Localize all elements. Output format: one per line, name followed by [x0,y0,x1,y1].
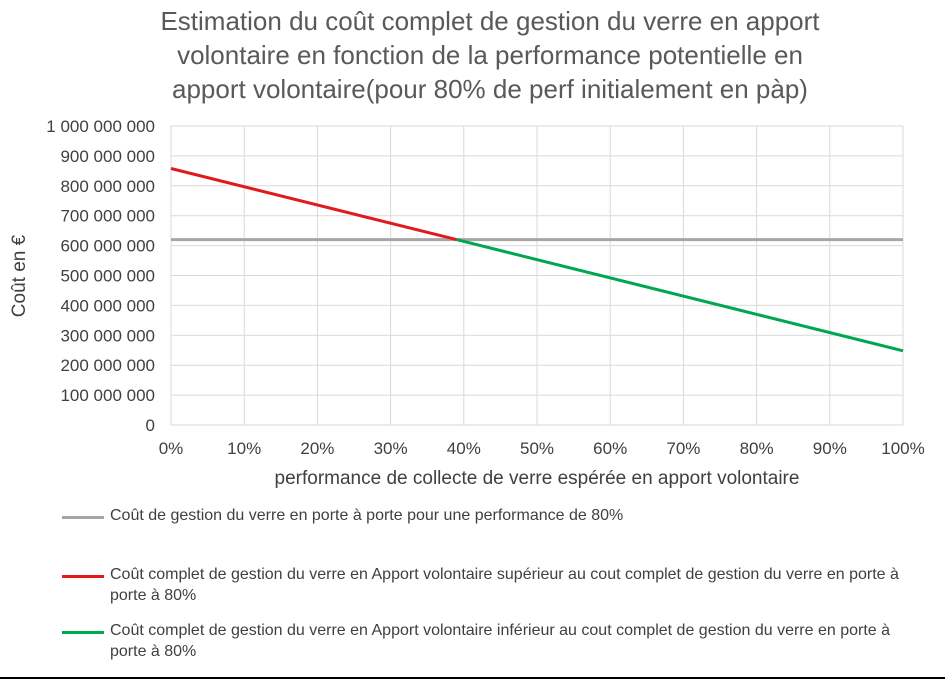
y-tick-label: 0 [146,416,155,435]
y-tick-label: 400 000 000 [60,296,155,315]
y-tick-label: 300 000 000 [60,326,155,345]
y-tick-label: 900 000 000 [60,147,155,166]
y-axis-ticks: 0 100 000 000 200 000 000 300 000 000 400 00… [46,117,155,435]
line-chart: 0 100 000 000 200 000 000 300 000 000 400 00… [9,117,925,489]
series-line-av-superieur [170,167,457,242]
x-tick-label: 100% [881,439,924,458]
gridlines [170,125,904,426]
series-line-av-inferieur [456,238,904,353]
legend-swatch-green [62,631,104,634]
legend-item-red: Coût complet de gestion du verre en Appo… [62,564,922,606]
legend-swatch-red [62,575,104,578]
chart-title: Estimation du coût complet de gestion du… [160,6,820,104]
x-tick-label: 90% [813,439,847,458]
x-axis-title: performance de collecte de verre espérée… [275,468,800,489]
legend-swatch-gray [62,516,104,519]
legend-label-green: Coût complet de gestion du verre en Appo… [110,622,891,660]
x-tick-label: 70% [666,439,700,458]
y-axis-title: Coût en € [9,234,30,317]
y-tick-label: 700 000 000 [60,207,155,226]
x-tick-label: 20% [300,439,334,458]
y-tick-label: 100 000 000 [60,386,155,405]
legend-label-red: Coût complet de gestion du verre en Appo… [110,566,899,604]
bottom-border [0,677,945,679]
y-tick-label: 600 000 000 [60,237,155,256]
x-tick-label: 60% [593,439,627,458]
x-tick-label: 10% [227,439,261,458]
legend-item-green: Coût complet de gestion du verre en Appo… [62,620,922,662]
y-tick-label: 1 000 000 000 [46,117,155,136]
x-tick-label: 30% [374,439,408,458]
x-tick-label: 40% [447,439,481,458]
y-tick-label: 500 000 000 [60,267,155,286]
x-tick-label: 80% [740,439,774,458]
y-tick-label: 800 000 000 [60,177,155,196]
legend-label-gray: Coût de gestion du verre en porte à port… [110,507,624,524]
y-tick-label: 200 000 000 [60,356,155,375]
x-tick-label: 0% [159,439,184,458]
series-lines [170,167,904,353]
x-tick-label: 50% [520,439,554,458]
legend-item-gray: Coût de gestion du verre en porte à port… [62,505,922,526]
x-axis-ticks: 0% 10% 20% 30% 40% 50% 60% 70% 80% 90% 100% [159,439,925,458]
